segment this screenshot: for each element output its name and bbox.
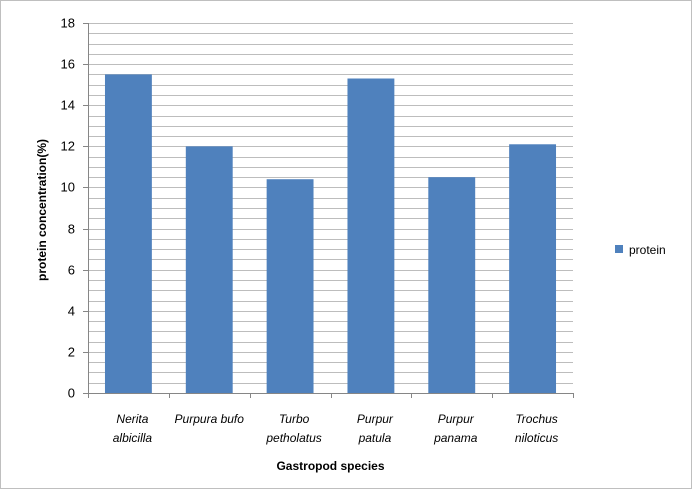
bar (347, 78, 395, 393)
y-tick-label: 2 (68, 345, 75, 360)
x-category-label: Turbo (279, 412, 310, 426)
x-category-label: panama (433, 431, 478, 445)
bar (509, 144, 557, 393)
y-tick-label: 14 (61, 98, 75, 113)
bar (266, 179, 314, 393)
y-axis-title: protein concentration(%) (35, 139, 49, 281)
legend-label: protein (629, 243, 666, 257)
x-axis-title: Gastropod species (276, 459, 384, 473)
x-category-label: Nerita (116, 412, 148, 426)
legend: protein (615, 243, 666, 257)
x-category-label: Purpura bufo (175, 412, 245, 426)
y-tick-label: 4 (68, 304, 75, 319)
x-category-label: Purpur (438, 412, 475, 426)
y-tick-label: 12 (61, 139, 75, 154)
x-category-labels: Nerita albicilla Purpura bufo Turbo petholat… (113, 412, 559, 445)
y-tick-labels: 0 2 4 6 8 10 12 14 16 18 (61, 16, 75, 401)
x-category-label: albicilla (113, 431, 153, 445)
y-tick-label: 8 (68, 222, 75, 237)
y-tick-label: 6 (68, 263, 75, 278)
x-category-label: Purpur (357, 412, 394, 426)
x-category-label: Trochus (515, 412, 557, 426)
bar (104, 74, 152, 393)
y-tick-label: 18 (61, 16, 75, 31)
x-category-label: patula (358, 431, 392, 445)
y-tick-label: 16 (61, 57, 75, 72)
y-tick-label: 10 (61, 180, 75, 195)
grid-lines (88, 23, 573, 394)
bars (104, 74, 557, 393)
bar (428, 177, 476, 393)
legend-swatch (615, 245, 623, 253)
bar (185, 146, 233, 393)
y-tick-label: 0 (68, 386, 75, 401)
axes (83, 23, 574, 398)
x-category-label: petholatus (265, 431, 321, 445)
x-category-label: niloticus (515, 431, 558, 445)
